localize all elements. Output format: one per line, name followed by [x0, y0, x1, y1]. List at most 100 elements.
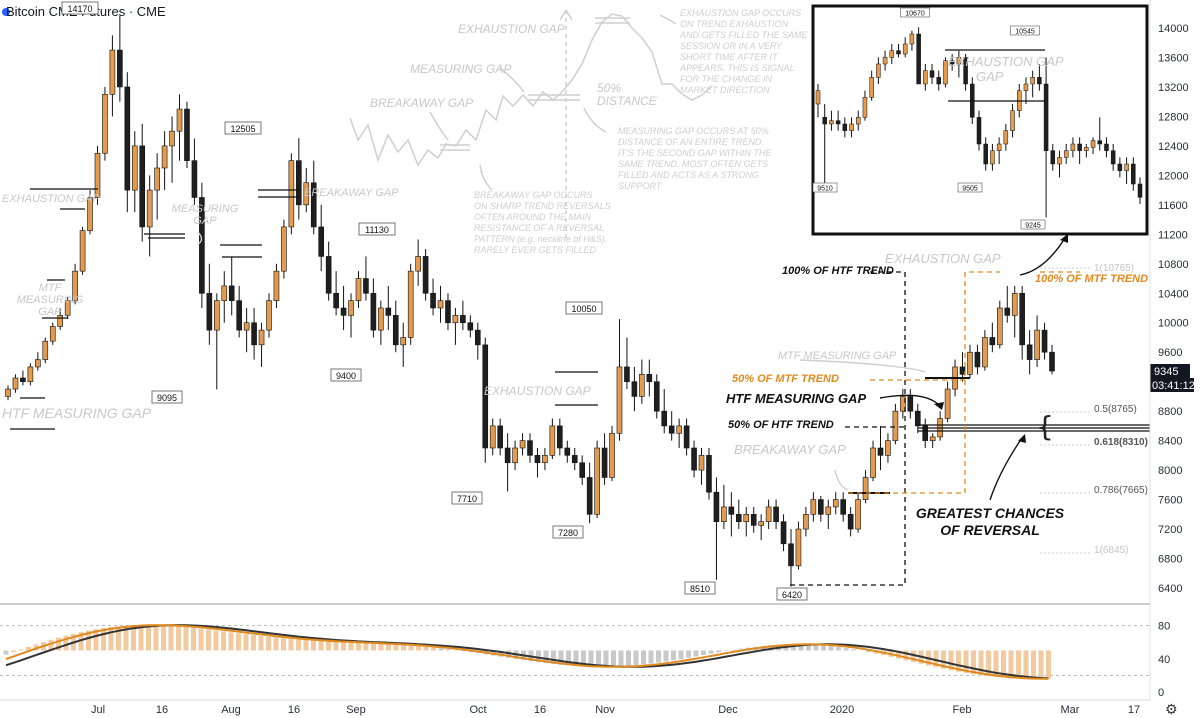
candle-body — [691, 447, 697, 471]
candle-body — [355, 278, 362, 301]
osc-bar — [78, 632, 84, 651]
candle-body — [1026, 344, 1033, 360]
candle-body — [228, 285, 235, 301]
osc-bar — [221, 631, 226, 651]
candle-body — [87, 197, 93, 231]
candle-body — [243, 322, 250, 331]
diagram-breakaway-label: BREAKAWAY GAP — [370, 96, 473, 110]
callout-box — [330, 368, 362, 382]
price-tick: 14000 — [1158, 23, 1189, 35]
candle-body — [452, 315, 459, 324]
candle-body — [422, 256, 429, 294]
osc-bar — [228, 632, 234, 651]
candle-body — [907, 396, 914, 412]
candle-body — [661, 410, 668, 427]
time-tick: 16 — [288, 704, 300, 716]
inset-candle-body — [1097, 140, 1102, 145]
candle-body — [72, 270, 78, 301]
gap-lines — [10, 188, 1150, 494]
callout-box — [61, 1, 99, 15]
inset-candle-body — [996, 143, 1002, 151]
inset-arrow — [1019, 237, 1066, 276]
candle-body — [877, 447, 884, 456]
inset-candle-body — [842, 123, 848, 131]
osc-bar — [663, 650, 669, 662]
osc-bar — [701, 650, 706, 656]
candle-body — [42, 340, 49, 360]
candle-body — [601, 447, 608, 478]
osc-bar — [371, 643, 376, 651]
candle-body — [139, 145, 146, 228]
osc-bar — [693, 650, 699, 657]
candle-body — [340, 307, 347, 316]
inset-callouts: 10670 10545 9510 9505 9245 — [812, 7, 1046, 230]
osc-bar — [948, 650, 954, 671]
candle-body — [288, 160, 295, 228]
candle-body — [929, 436, 936, 441]
time-tick: Mar — [1061, 704, 1080, 716]
mtf-100-label: 100% OF MTF TREND — [1035, 273, 1148, 285]
candle-body — [616, 366, 623, 434]
inset-candle-body — [876, 63, 881, 78]
osc-bar — [596, 650, 601, 667]
inset-callout-label: 9245 — [1025, 223, 1041, 230]
diagram-axis-arrow — [565, 9, 573, 21]
candle-body — [676, 425, 682, 434]
callout-label: 8510 — [690, 584, 710, 594]
inset-gap-label: GAP — [976, 69, 1004, 84]
settings-gear-icon[interactable]: ⚙ — [1165, 702, 1178, 718]
time-tick: 2020 — [830, 704, 854, 716]
osc-bar — [213, 630, 219, 651]
fib-label-bottom: 1(6845) — [1094, 545, 1128, 556]
breakaway-arrow — [834, 469, 849, 491]
candle-body — [303, 182, 310, 206]
price-tick: 13200 — [1158, 82, 1189, 94]
candle-body — [743, 514, 750, 522]
callout-label: 11130 — [365, 225, 389, 235]
candle-body — [1034, 329, 1040, 360]
osc-bar — [3, 650, 9, 655]
candle-body — [728, 506, 735, 515]
inset-candle-body — [1117, 163, 1123, 171]
osc-tick: 40 — [1158, 654, 1170, 666]
candle-body — [221, 285, 228, 301]
mtf-50-label: 50% OF MTF TREND — [732, 373, 839, 385]
inset-callout-box — [1020, 219, 1046, 230]
exhaustion-gap-right-label: EXHAUSTION GAP — [885, 251, 1001, 266]
inset-candle-body — [1104, 143, 1109, 151]
osc-bar — [716, 650, 721, 653]
osc-bar — [318, 641, 324, 651]
candle-body — [944, 388, 951, 419]
price-tick: 7600 — [1158, 495, 1182, 507]
diagram-measuring-label: MEASURING GAP — [410, 62, 511, 76]
candle-body — [94, 152, 101, 198]
osc-main-line — [5, 624, 1049, 680]
inset-candle-body — [869, 77, 874, 98]
osc-bar — [543, 650, 549, 664]
osc-bar — [798, 644, 804, 651]
osc-bar — [1001, 650, 1006, 678]
mtf-measuring-gap-label: MTF MEASURING GAP — [778, 350, 897, 362]
osc-bar — [911, 650, 916, 663]
osc-bar — [851, 649, 856, 651]
osc-bar — [408, 645, 414, 651]
note-breakaway: BREAKAWAY GAP OCCURS ON SHARP TREND REVER… — [474, 190, 611, 255]
osc-bar — [956, 650, 961, 672]
candle-body — [519, 440, 526, 449]
inset-candle-body — [1131, 163, 1136, 185]
candle-body — [855, 499, 861, 530]
osc-bar — [168, 625, 174, 651]
inset-candle-body — [936, 77, 941, 85]
osc-bar — [618, 650, 624, 667]
candle-body — [653, 381, 660, 412]
candle-body — [624, 366, 630, 382]
osc-bar — [93, 629, 99, 651]
inset-candle-body — [1030, 77, 1035, 85]
osc-bar — [146, 625, 151, 651]
osc-bar — [723, 650, 729, 652]
candle-body — [1004, 307, 1011, 316]
price-axis[interactable]: 6400680072007600800084008800920096001000… — [1158, 23, 1189, 595]
price-tick: 12000 — [1158, 170, 1189, 182]
time-axis[interactable]: Jul 16 Aug 16 Sep Oct 16 Nov Dec 2020 Feb Mar 17 — [91, 704, 1140, 716]
